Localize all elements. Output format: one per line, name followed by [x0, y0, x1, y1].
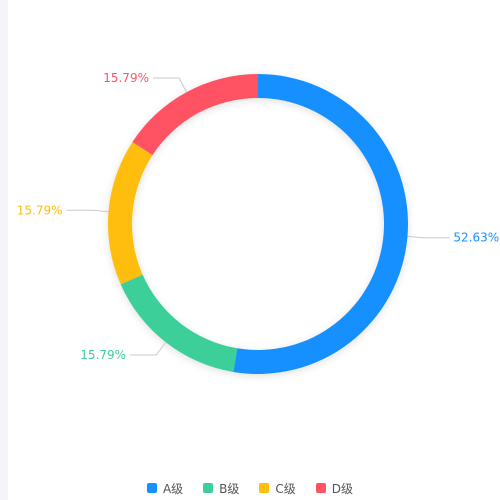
legend-label-a: A级	[162, 481, 184, 496]
donut-slice-d[interactable]	[132, 74, 258, 156]
legend-item-c[interactable]: C级	[259, 480, 296, 497]
data-label-d: 15.79%	[103, 71, 149, 85]
legend-item-b[interactable]: B级	[203, 480, 239, 497]
leader-line-b	[130, 342, 167, 356]
leader-line-c	[66, 209, 109, 213]
legend-item-d[interactable]: D级	[315, 480, 354, 497]
donut-slice-b[interactable]	[120, 274, 238, 372]
leader-line-a	[407, 235, 450, 239]
data-label-b: 15.79%	[80, 348, 126, 362]
legend-label-b: B级	[219, 481, 240, 496]
leader-line-d	[152, 77, 188, 93]
chart-legend: A级 B级 C级 D级	[0, 478, 500, 498]
donut-slice-a[interactable]	[233, 74, 409, 374]
legend-swatch-a	[146, 483, 157, 493]
data-label-a: 52.63%	[453, 231, 499, 245]
legend-swatch-c	[259, 483, 270, 493]
data-label-c: 15.79%	[17, 203, 63, 217]
legend-swatch-b	[203, 483, 214, 493]
legend-item-a[interactable]: A级	[146, 480, 184, 497]
donut-slice-c[interactable]	[107, 141, 153, 285]
legend-label-d: D级	[331, 481, 354, 496]
legend-swatch-d	[315, 483, 326, 493]
legend-label-c: C级	[275, 481, 296, 496]
left-edge-strip	[0, 0, 8, 500]
